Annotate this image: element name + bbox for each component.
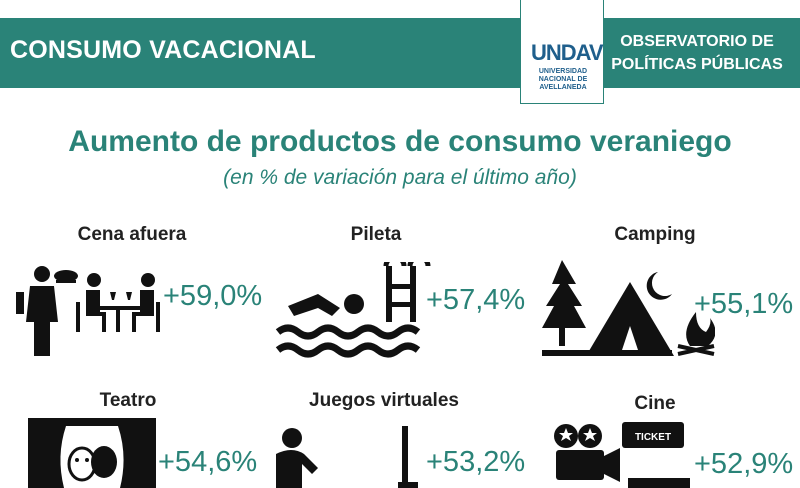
value-pileta: +57,4% [426, 284, 526, 316]
logo-sub-line2: NACIONAL DE [538, 76, 588, 83]
label-cena-afuera: Cena afuera [77, 224, 187, 245]
org-title: OBSERVATORIO DE POLÍTICAS PÚBLICAS [602, 30, 792, 76]
value-teatro: +54,6% [158, 446, 258, 478]
logo-sub-line3: AVELLANEDA [539, 84, 587, 91]
value-juegos-virtuales: +53,2% [426, 446, 526, 478]
main-title: Aumento de productos de consumo veranieg… [68, 125, 732, 158]
value-cena-afuera: +59,0% [163, 280, 263, 312]
label-teatro: Teatro [99, 390, 157, 411]
label-juegos-virtuales: Juegos virtuales [309, 390, 459, 411]
label-camping: Camping [614, 224, 696, 245]
undav-logo: UNDAV UNIVERSIDAD NACIONAL DE AVELLANEDA [520, 0, 604, 104]
header-bar [0, 18, 800, 88]
org-title-line1: OBSERVATORIO DE [620, 33, 774, 50]
section-title: CONSUMO VACACIONAL [10, 36, 316, 64]
camping-icon [542, 260, 715, 356]
swimming-icon [275, 262, 431, 358]
logo-subtitle: UNIVERSIDAD NACIONAL DE AVELLANEDA [523, 68, 603, 92]
logo-sub-line1: UNIVERSIDAD [538, 68, 588, 75]
subtitle: (en % de variación para el último año) [223, 166, 577, 189]
theater-icon [28, 418, 156, 488]
logo-word: UNDAV [531, 40, 604, 65]
gaming-icon [276, 426, 418, 488]
value-cine: +52,9% [694, 448, 794, 480]
value-camping: +55,1% [694, 288, 794, 320]
label-cine: Cine [634, 393, 676, 414]
cinema-icon: TICKET [554, 422, 690, 488]
org-title-line2: POLÍTICAS PÚBLICAS [611, 56, 783, 73]
ticket-text: TICKET [635, 432, 671, 443]
dinner-icon [16, 266, 160, 356]
label-pileta: Pileta [350, 224, 402, 245]
